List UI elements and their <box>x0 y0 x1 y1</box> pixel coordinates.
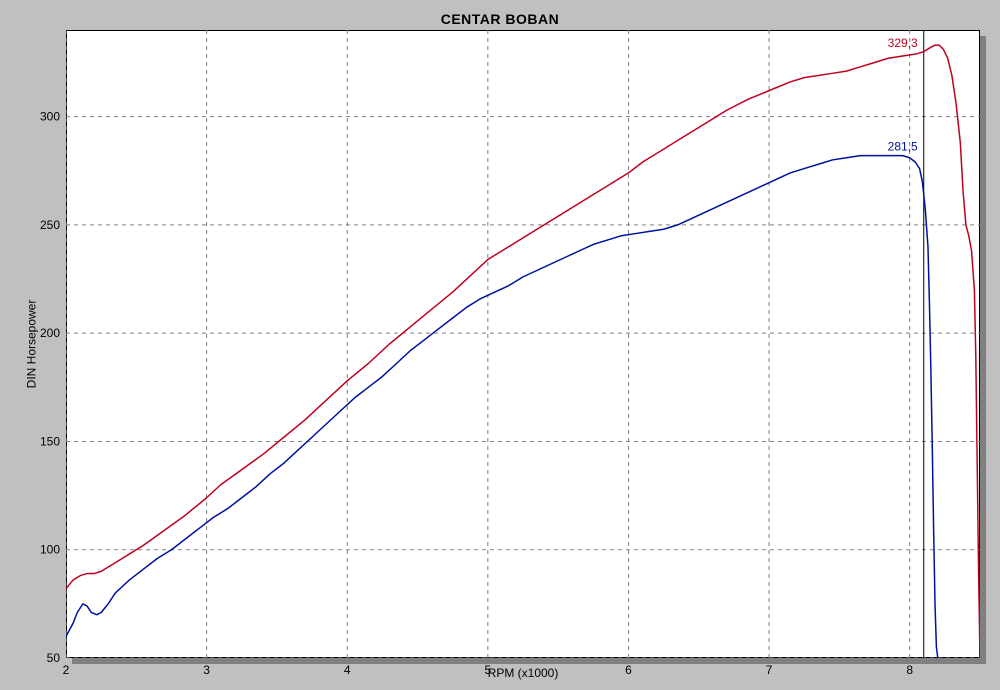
svg-text:100: 100 <box>40 543 60 557</box>
svg-text:150: 150 <box>40 434 60 448</box>
svg-text:250: 250 <box>40 218 60 232</box>
svg-text:200: 200 <box>40 326 60 340</box>
chart-svg: 329,3 281,5 <box>66 30 980 658</box>
chart-title: CENTAR BOBAN <box>20 8 980 30</box>
grid-layer <box>66 30 980 658</box>
y-axis-label: DIN Horsepower <box>22 30 40 658</box>
svg-text:300: 300 <box>40 110 60 124</box>
series-layer <box>66 45 980 658</box>
chart-frame: CENTAR BOBAN DIN Horsepower 329,3 281,5 5… <box>20 8 980 682</box>
svg-text:329,3: 329,3 <box>888 36 918 50</box>
x-axis-label: RPM (x1000) <box>66 666 980 684</box>
svg-text:50: 50 <box>47 651 61 665</box>
plot-area: 329,3 281,5 <box>66 30 980 658</box>
svg-text:281,5: 281,5 <box>888 140 918 154</box>
